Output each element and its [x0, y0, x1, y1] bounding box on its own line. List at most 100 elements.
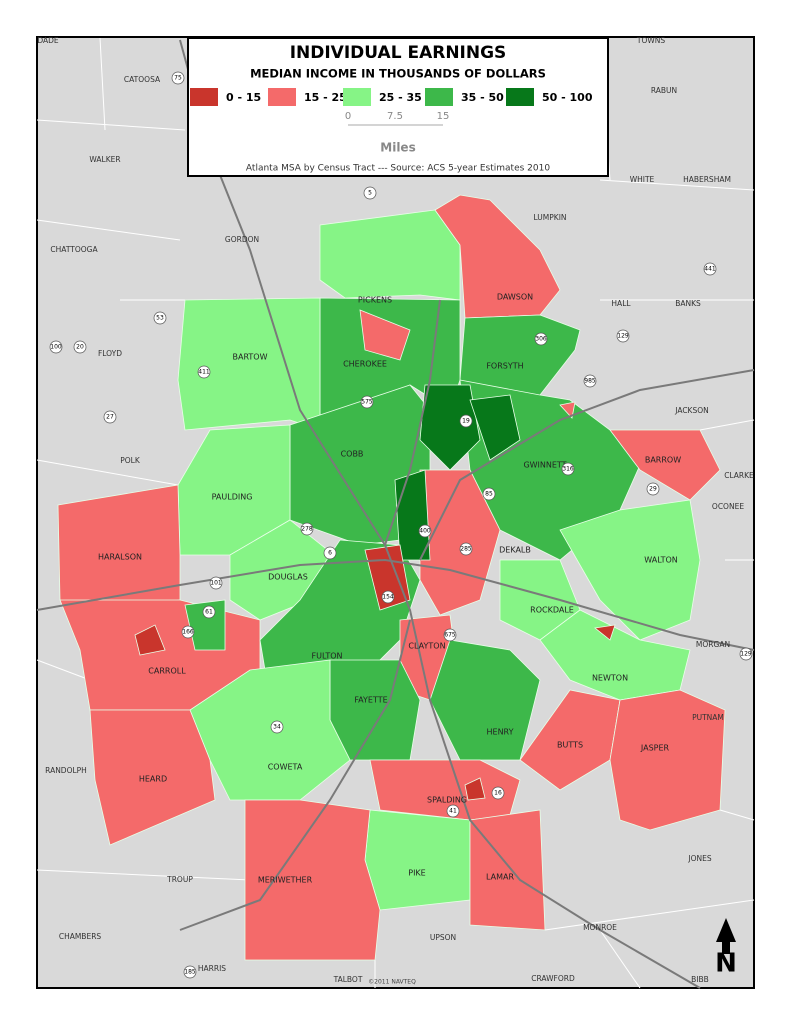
road-number: 675 [444, 632, 456, 639]
neighbor-label: CLARKE [724, 471, 754, 480]
road-shield [739, 647, 753, 661]
road-shield [703, 262, 717, 276]
road-number: 75 [174, 75, 182, 82]
source: Atlanta MSA by Census Tract --- Source: … [246, 164, 550, 174]
road-number: 441 [704, 266, 716, 273]
tract-area [434, 194, 561, 319]
road-shield [583, 374, 597, 388]
road-number: 166 [182, 629, 194, 636]
legend-label: 50 - 100 [542, 91, 593, 104]
arrow-shaft [722, 940, 730, 954]
road-shield [360, 395, 374, 409]
county-label: DAWSON [497, 293, 533, 302]
neighbor-label: TOWNS [636, 36, 666, 45]
neighbor-label: JONES [687, 854, 711, 863]
road-number: 100 [50, 344, 62, 351]
legend-swatch [190, 88, 218, 106]
tract-area [319, 209, 461, 301]
road-shield [363, 186, 377, 200]
road-number: 27 [106, 414, 114, 421]
tract-area [539, 609, 691, 701]
county-label: LAMAR [486, 873, 514, 882]
tract-area [364, 809, 471, 911]
road-number: 185 [184, 969, 196, 976]
road-shield [443, 628, 457, 642]
road-shield [202, 605, 216, 619]
county-label: CARROLL [148, 667, 186, 676]
road-number: 61 [205, 609, 213, 616]
road-shield [171, 71, 185, 85]
road-shield [446, 804, 460, 818]
neighbor-label: UPSON [430, 933, 456, 942]
county-label: CLAYTON [408, 642, 445, 651]
road-shield [270, 720, 284, 734]
county-label: PIKE [408, 869, 425, 878]
road-shield [49, 340, 63, 354]
neighbor-label: BANKS [675, 299, 701, 308]
tract-area [177, 297, 321, 431]
county-label: NEWTON [592, 674, 628, 683]
road-number: 285 [460, 546, 472, 553]
road-shield [103, 410, 117, 424]
neighbor-label: JACKSON [674, 406, 709, 415]
neighbor-label: BIBB [691, 975, 709, 984]
county-label: FAYETTE [354, 696, 387, 705]
road-shield [153, 311, 167, 325]
road-number: 129 [740, 651, 752, 658]
neighbor-label: LUMPKIN [533, 213, 566, 222]
neighbor-label: WHITE [630, 175, 655, 184]
road-shield [646, 482, 660, 496]
legend-label: 25 - 35 [379, 91, 422, 104]
road-number: 29 [649, 486, 657, 493]
tract-area [469, 809, 546, 931]
road-shield [616, 329, 630, 343]
tract-area [559, 499, 701, 641]
tract-area [329, 659, 421, 761]
road-shield [323, 546, 337, 560]
neighbor-label: HALL [611, 299, 631, 308]
neighbor-label: PUTNAM [692, 713, 724, 722]
county-label: COBB [341, 450, 364, 459]
road-number: 6 [328, 550, 332, 557]
arrow-head [716, 918, 736, 942]
neighbor-label: GORDON [225, 235, 259, 244]
road-number: 278 [301, 526, 313, 533]
road-shield [73, 340, 87, 354]
road-number: 411 [198, 369, 210, 376]
road-shield [381, 590, 395, 604]
legend-label: 0 - 15 [226, 91, 261, 104]
tract-area [57, 484, 181, 611]
county-label: COWETA [268, 763, 303, 772]
neighbor-label: CATOOSA [124, 75, 161, 84]
county-label: ROCKDALE [530, 606, 574, 615]
county-label: FORSYTH [486, 362, 523, 371]
county-label: PICKENS [358, 296, 392, 305]
road-number: 316 [562, 466, 574, 473]
road-number: 34 [273, 724, 281, 731]
legend-subtitle: MEDIAN INCOME IN THOUSANDS OF DOLLARS [250, 67, 546, 81]
neighbor-label: HABERSHAM [683, 175, 731, 184]
county-label: BARROW [645, 456, 681, 465]
county-label: HEARD [139, 775, 167, 784]
county-label: SPALDING [427, 796, 467, 805]
neighbor-label: CHAMBERS [59, 932, 102, 941]
labels: PICKENS DAWSON FORSYTH CHEROKEE BARTOW COBB GW… [37, 36, 754, 984]
neighbor-label: RABUN [651, 86, 677, 95]
legend: INDIVIDUAL EARNINGS MEDIAN INCOME IN THO… [187, 37, 609, 177]
county-label: HENRY [487, 728, 514, 737]
tract-area [469, 394, 521, 461]
road-number: 129 [617, 333, 629, 340]
tract-area [609, 429, 721, 501]
legend-swatch [343, 88, 371, 106]
neighbor-label: POLK [120, 456, 141, 465]
road-number: 575 [361, 399, 373, 406]
scale-tick-label: 0 [345, 111, 351, 122]
road-shield [459, 542, 473, 556]
road-shield [209, 576, 223, 590]
legend-label: 35 - 50 [461, 91, 504, 104]
county-label: HARALSON [98, 553, 142, 562]
tract-area [189, 659, 351, 801]
neighbor-label: RANDOLPH [45, 766, 87, 775]
scale-tick-label: 15 [437, 111, 450, 122]
